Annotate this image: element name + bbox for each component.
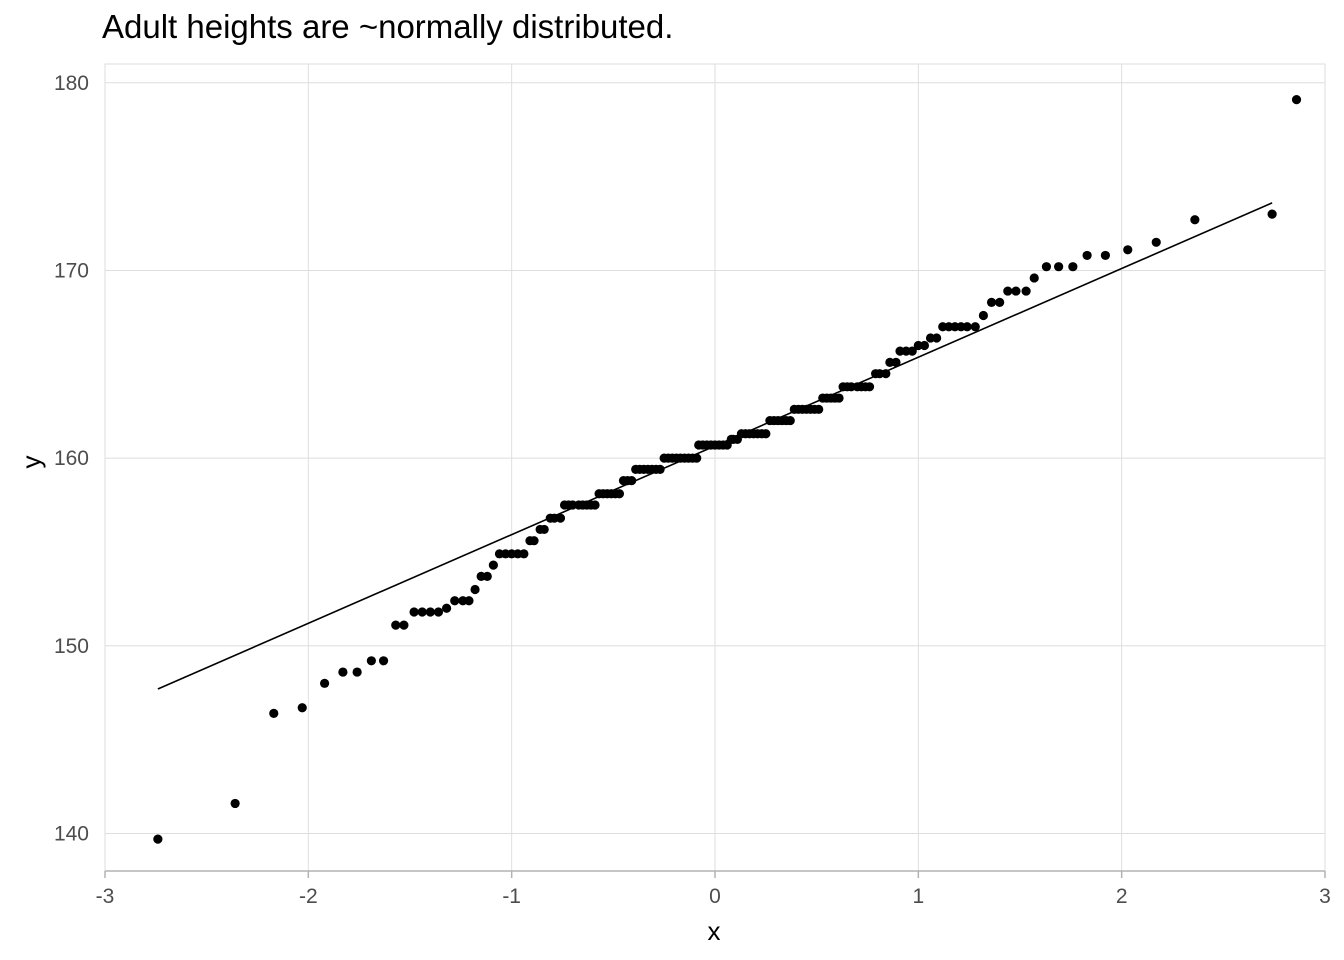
- data-point-133: [1011, 286, 1021, 296]
- data-point-141: [1123, 245, 1133, 255]
- data-point-48: [614, 489, 625, 499]
- data-point-135: [1029, 273, 1039, 283]
- data-point-3: [297, 703, 307, 713]
- data-point-1: [230, 798, 240, 809]
- data-point-85: [761, 429, 771, 439]
- data-point-136: [1041, 262, 1052, 272]
- data-point-132: [1003, 286, 1013, 296]
- data-point-51: [627, 476, 637, 486]
- data-point-129: [978, 310, 989, 321]
- x-tick-label-3: 0: [709, 885, 721, 908]
- x-tick-label-1: -2: [299, 885, 318, 908]
- data-point-142: [1151, 237, 1161, 247]
- data-point-7: [366, 656, 376, 666]
- data-point-4: [320, 678, 330, 688]
- data-point-58: [655, 464, 665, 474]
- y-tick-label-0: 140: [54, 822, 89, 845]
- y-tick-label-4: 180: [54, 72, 89, 95]
- data-point-14: [433, 607, 444, 617]
- data-point-128: [970, 322, 980, 332]
- data-point-31: [539, 524, 549, 535]
- data-point-137: [1054, 262, 1064, 272]
- data-point-118: [907, 346, 917, 356]
- x-tick-label-2: -1: [502, 885, 521, 908]
- data-point-120: [919, 340, 930, 351]
- x-tick-label-5: 2: [1116, 885, 1128, 908]
- data-point-9: [391, 620, 401, 630]
- data-point-21: [482, 571, 492, 581]
- data-point-122: [932, 333, 942, 343]
- data-point-134: [1021, 286, 1031, 296]
- data-point-5: [338, 667, 348, 677]
- x-axis-label: x: [708, 916, 721, 946]
- data-point-145: [1291, 95, 1302, 105]
- data-point-130: [986, 297, 997, 307]
- data-point-0: [153, 834, 163, 844]
- data-point-16: [450, 596, 460, 606]
- data-points: [153, 95, 1302, 844]
- data-point-98: [814, 404, 824, 414]
- y-tick-label-3: 170: [54, 259, 89, 282]
- x-tick-label-4: 1: [912, 885, 924, 908]
- data-point-10: [399, 620, 409, 630]
- y-axis-label: y: [16, 456, 46, 469]
- data-point-138: [1068, 262, 1078, 272]
- data-point-19: [470, 584, 480, 595]
- data-point-140: [1100, 250, 1110, 261]
- data-point-15: [442, 603, 452, 613]
- grid-lines: [104, 64, 1326, 871]
- data-point-11: [409, 607, 419, 617]
- data-point-8: [378, 656, 389, 666]
- data-point-2: [269, 708, 279, 718]
- data-point-144: [1267, 209, 1277, 219]
- y-tick-label-1: 150: [54, 635, 89, 658]
- data-point-143: [1190, 215, 1200, 225]
- data-point-6: [352, 667, 362, 677]
- x-tick-label-6: 3: [1319, 885, 1331, 908]
- data-point-115: [891, 357, 901, 368]
- data-point-34: [555, 513, 566, 523]
- data-point-22: [488, 560, 498, 570]
- data-point-113: [881, 369, 891, 379]
- data-point-91: [785, 415, 795, 426]
- data-point-131: [995, 297, 1005, 307]
- data-point-13: [425, 607, 435, 617]
- data-point-42: [590, 500, 600, 510]
- data-point-67: [692, 453, 702, 463]
- data-point-103: [834, 393, 844, 403]
- axes: -3 -2 -1 0 1 2 3 140 150 160 170 180: [54, 63, 1331, 908]
- x-tick-label-0: -3: [96, 885, 115, 908]
- data-point-29: [529, 536, 539, 546]
- data-point-12: [417, 607, 427, 617]
- y-tick-label-2: 160: [54, 447, 89, 470]
- data-point-139: [1082, 250, 1092, 261]
- data-point-110: [864, 382, 875, 392]
- data-point-18: [464, 596, 474, 606]
- data-point-27: [519, 549, 529, 559]
- chart-title: Adult heights are ~normally distributed.: [102, 8, 674, 45]
- data-point-127: [962, 322, 972, 332]
